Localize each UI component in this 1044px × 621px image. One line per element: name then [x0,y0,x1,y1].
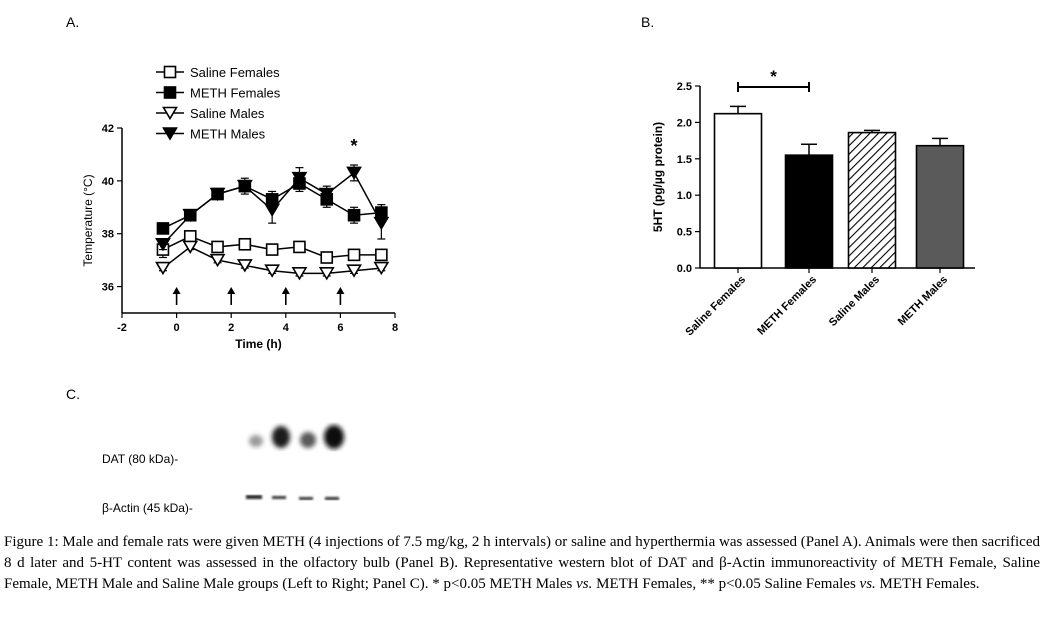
data-point [264,264,281,278]
y-tick-label: 40 [102,176,114,188]
legend: Saline Females METH Females Saline Males ME… [156,65,281,142]
y-axis-label: 5HT (pg/µg protein) [651,122,665,232]
legend-item: METH Females [156,86,281,101]
legend-label: Saline Females [190,65,280,80]
data-point [320,251,334,264]
significance-star: * [351,136,358,156]
y-tick-label: 42 [102,123,114,135]
data-point [346,166,362,181]
category-label: METH Females [755,274,819,338]
caption-lead: Figure 1: [4,534,59,550]
data-point [375,248,388,262]
significance-bracket [737,82,810,92]
panel-c-label: C. [66,386,80,402]
data-point [236,259,253,273]
data-point [155,237,171,252]
dat-label: DAT (80 kDa)- [102,452,179,466]
x-tick-label: -2 [117,322,127,334]
y-tick-label: 1.0 [677,190,692,202]
injection-arrow [227,287,236,305]
y-tick-label: 0.0 [677,263,692,275]
data-point [373,261,390,276]
error-bar [801,143,817,156]
data-point [347,208,361,222]
y-tick-label: 2.5 [677,81,692,93]
y-axis-label: Temperature (°C) [81,174,95,266]
x-tick-label: 0 [174,322,180,334]
y-tick-label: 36 [102,282,114,294]
data-point [291,267,308,281]
data-point [347,248,361,262]
data-point [238,237,252,251]
x-tick-label: 6 [337,322,343,334]
data-point [156,222,170,235]
serotonin-bar-chart: 0.0 0.5 1.0 1.5 2.0 2.5 5HT (pg/µg protein) Sal… [651,67,975,339]
x-tick-label: 2 [228,322,234,334]
data-point [373,216,390,231]
caption-text-1: Male and female rats were given METH (4 … [4,534,1040,592]
error-bar [932,137,948,146]
category-label: METH Males [896,274,950,328]
temperature-line-chart: 36 38 40 42 -2 0 2 4 6 8 Time (h) Temperature (°C) *… [81,65,398,351]
blot-image [246,425,344,500]
caption-vs-2: vs. [859,576,876,592]
actin-label: β-Actin (45 kDa)- [102,501,193,515]
category-label: Saline Males [827,274,882,329]
bar-meth-females [784,154,834,269]
category-label: Saline Females [683,274,748,339]
y-tick-label: 1.5 [677,154,692,166]
data-point [264,203,281,218]
injection-arrow [336,287,345,305]
data-point [183,230,197,243]
bar-saline-females [713,112,763,269]
series-saline-males [155,240,390,281]
dat-bands [249,425,344,449]
caption-text-3: METH Females. [875,576,980,592]
data-point [211,240,224,254]
data-point [182,208,199,223]
x-tick-label: 4 [283,322,290,334]
y-tick-label: 38 [102,229,114,241]
data-point [236,179,253,194]
bar-saline-males [847,131,897,269]
figure-caption: Figure 1: Male and female rats were give… [4,532,1040,595]
error-bar [864,129,880,133]
series-meth-males [155,164,390,252]
x-axis-label: Time (h) [235,337,281,351]
legend-label: METH Males [190,127,266,142]
significance-star: * [770,67,777,86]
data-point [291,171,308,186]
caption-text-2: METH Females, ** p<0.05 Saline Females [592,576,860,592]
x-tick-label: 8 [392,322,398,334]
legend-label: METH Females [190,86,281,101]
legend-item: Saline Females [156,65,280,80]
data-point [318,267,335,281]
data-point [182,240,199,255]
caption-vs-1: vs. [576,576,593,592]
injection-arrow [172,287,181,305]
data-point [318,187,335,202]
data-point [293,240,306,254]
y-tick-label: 0.5 [677,227,692,239]
injection-arrow [281,287,290,305]
legend-item: Saline Males [156,106,265,121]
legend-label: Saline Males [190,106,265,121]
data-point [155,261,171,276]
data-point [209,187,226,202]
error-bar [730,105,746,114]
data-point [265,243,279,256]
legend-item: METH Males [156,127,266,142]
panel-b-label: B. [641,14,655,30]
bar-meth-males [915,144,965,269]
actin-bands [246,495,339,500]
data-point [346,264,362,278]
data-point [209,253,226,268]
panel-a-label: A. [66,14,80,30]
y-tick-label: 2.0 [677,117,692,129]
western-blot-panel: DAT (80 kDa)- β-Actin (45 kDa)- [90,395,390,525]
